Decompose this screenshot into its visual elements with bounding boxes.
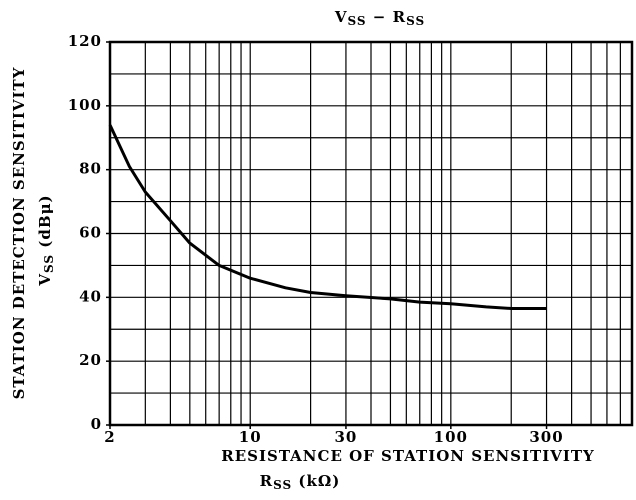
y-tick-label: 100	[68, 96, 102, 114]
y-tick-label: 40	[79, 287, 102, 305]
x-axis-label-2-part: SS	[273, 478, 292, 492]
chart-title-part: SS	[348, 14, 367, 28]
x-tick-label: 30	[334, 428, 357, 446]
chart-title-part: V	[334, 8, 348, 26]
x-axis-label-2-part: (kΩ)	[292, 472, 340, 490]
chart-title-part: − R	[367, 8, 406, 26]
line-series	[108, 124, 547, 310]
y-axis-label-2-part: SS	[42, 254, 56, 273]
x-tick-label: 100	[434, 428, 468, 446]
x-axis-label-2: RSS (kΩ)	[260, 472, 341, 492]
y-tick-label: 120	[68, 32, 102, 50]
y-tick-label: 80	[79, 160, 102, 178]
chart-title: VSS − RSS	[334, 8, 425, 28]
x-axis-label-2-part: R	[260, 472, 273, 490]
y-axis-label-2-part: (dBμ)	[36, 194, 54, 254]
chart-title-part: SS	[406, 14, 425, 28]
y-axis-label-2: VSS (dBμ)	[36, 194, 56, 286]
y-tick-label: 60	[79, 224, 102, 242]
y-tick-label: 0	[91, 415, 102, 433]
x-tick-label: 300	[529, 428, 563, 446]
y-axis-label-2-part: V	[36, 273, 54, 287]
x-tick-label: 10	[239, 428, 262, 446]
x-tick-label: 2	[104, 428, 115, 446]
x-axis-label: RESISTANCE OF STATION SENSITIVITY	[221, 447, 595, 465]
y-axis-label: STATION DETECTION SENSITIVITY	[10, 67, 28, 400]
y-tick-label: 20	[79, 351, 102, 369]
